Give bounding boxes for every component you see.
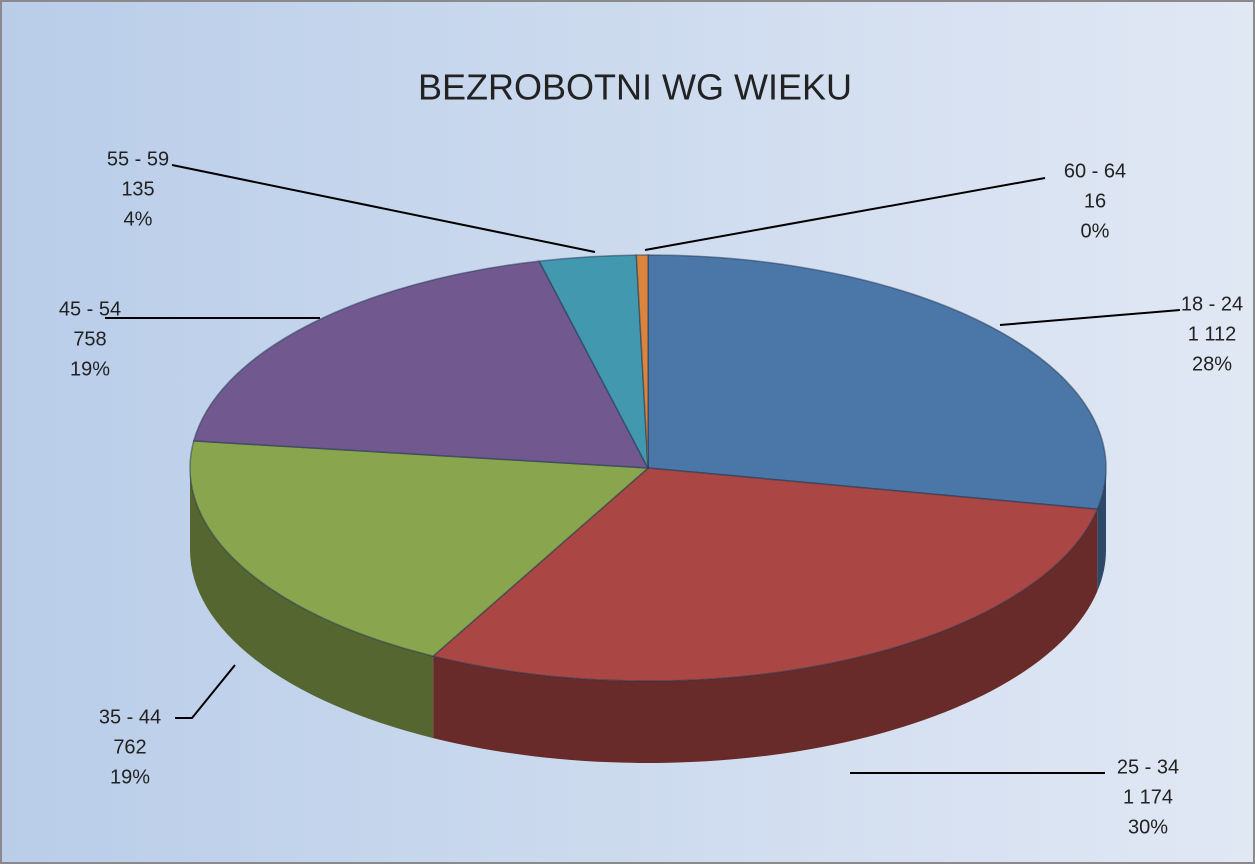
leader-line — [644, 177, 1046, 251]
label-percent: 4% — [124, 208, 153, 230]
label-category: 35 - 44 — [99, 706, 161, 728]
slice-side — [433, 509, 1098, 763]
slice — [635, 254, 649, 469]
slice-side — [190, 468, 434, 739]
label-value: 135 — [121, 178, 154, 200]
chart-title: BEZROBOTNI WG WIEKU — [418, 67, 852, 108]
slice — [189, 440, 650, 657]
slice — [431, 467, 1099, 682]
label-value: 1 174 — [1123, 786, 1173, 808]
slice — [192, 260, 650, 469]
leader-line — [171, 164, 596, 253]
label-category: 55 - 59 — [107, 148, 169, 170]
label-category: 45 - 54 — [59, 298, 121, 320]
slice — [647, 254, 1107, 511]
label-category: 60 - 64 — [1064, 160, 1126, 182]
label-value: 1 112 — [1188, 323, 1237, 345]
leader-line — [999, 309, 1181, 326]
label-percent: 28% — [1192, 353, 1232, 375]
label-value: 762 — [113, 736, 146, 758]
label-category: 25 - 34 — [1117, 756, 1179, 778]
label-category: 18 - 24 — [1181, 293, 1243, 315]
leader-line — [175, 664, 236, 719]
label-percent: 19% — [110, 766, 150, 788]
label-percent: 30% — [1128, 816, 1168, 838]
slice-side — [1097, 468, 1106, 592]
label-percent: 19% — [70, 358, 110, 380]
label-value: 758 — [73, 328, 106, 350]
label-percent: 0% — [1081, 220, 1110, 242]
label-value: 16 — [1084, 190, 1106, 212]
